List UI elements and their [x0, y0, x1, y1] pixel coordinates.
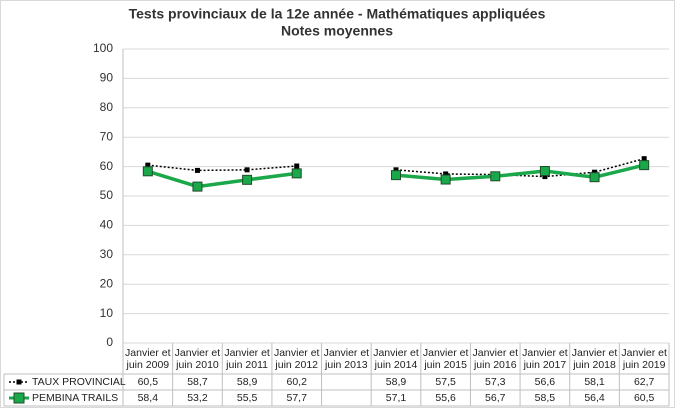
- x-tick-label: Janvier et juin 2013: [323, 346, 370, 371]
- legend-marker: [13, 392, 25, 404]
- point: [242, 174, 253, 185]
- legend-label: TAUX PROVINCIAL: [32, 376, 126, 388]
- point: [639, 160, 650, 171]
- point: [443, 171, 449, 177]
- data-label: 60,5: [137, 376, 159, 388]
- point: [291, 168, 302, 179]
- y-tick-label: 30: [100, 247, 114, 261]
- x-tick-label: Janvier et juin 2018: [571, 346, 618, 371]
- data-label: 60,5: [633, 392, 655, 404]
- point: [294, 163, 300, 169]
- data-label: 62,7: [633, 376, 655, 388]
- y-tick-label: 90: [100, 71, 114, 85]
- point: [145, 162, 151, 168]
- legend-label: PEMBINA TRAILS: [32, 392, 119, 404]
- data-label: 58,7: [187, 376, 208, 388]
- data-label: 58,9: [385, 376, 407, 388]
- data-label: 56,6: [534, 376, 556, 388]
- x-tick-label: Janvier et juin 2017: [522, 346, 568, 371]
- data-label: 57,3: [485, 376, 506, 388]
- x-tick-label: Janvier et juin 2009: [125, 346, 171, 371]
- y-tick-label: 100: [93, 41, 113, 55]
- x-tick-label: Janvier et juin 2012: [273, 346, 320, 371]
- data-label: 57,1: [385, 392, 407, 404]
- legend-marker: [16, 379, 22, 385]
- x-tick-label: Janvier et juin 2016: [472, 346, 519, 371]
- data-label: 57,7: [286, 392, 307, 404]
- point: [142, 166, 153, 177]
- data-label: 58,9: [236, 376, 258, 388]
- data-label: 53,2: [187, 392, 208, 404]
- y-tick-label: 60: [100, 159, 114, 173]
- chart-title: Tests provinciaux de la 12e année - Math…: [129, 6, 546, 22]
- data-label: 58,5: [534, 392, 556, 404]
- x-tick-label: Janvier et juin 2010: [174, 346, 221, 371]
- data-label: 58,4: [137, 392, 159, 404]
- point: [542, 174, 548, 180]
- point: [393, 167, 399, 173]
- data-label: 60,2: [286, 376, 307, 388]
- point: [589, 172, 600, 183]
- series-line: [147, 157, 645, 178]
- point: [539, 166, 550, 177]
- x-tick-label: Janvier et juin 2011: [224, 346, 270, 371]
- y-tick-label: 80: [100, 100, 114, 114]
- data-label: 56,7: [485, 392, 506, 404]
- data-label: 58,1: [584, 376, 605, 388]
- y-tick-label: 40: [100, 218, 114, 232]
- x-tick-label: Janvier et juin 2015: [422, 346, 469, 371]
- y-tick-label: 10: [100, 306, 114, 320]
- data-label: 56,4: [584, 392, 605, 404]
- data-label: 55,5: [236, 392, 258, 404]
- x-tick-label: Janvier et juin 2019: [621, 346, 667, 371]
- y-tick-label: 50: [100, 188, 114, 202]
- y-tick-label: 0: [106, 335, 113, 349]
- point: [194, 167, 200, 173]
- y-tick-label: 20: [100, 276, 114, 290]
- point: [192, 181, 203, 192]
- y-tick-label: 70: [100, 129, 114, 143]
- data-label: 57,5: [435, 376, 456, 388]
- point: [391, 170, 401, 181]
- point: [641, 156, 647, 162]
- point: [440, 174, 451, 185]
- chart-subtitle: Notes moyennes: [281, 23, 393, 39]
- series-line: [147, 163, 645, 189]
- point: [244, 167, 250, 173]
- point: [490, 171, 501, 182]
- data-label: 55,6: [435, 392, 456, 404]
- x-tick-label: Janvier et juin 2014: [373, 346, 419, 371]
